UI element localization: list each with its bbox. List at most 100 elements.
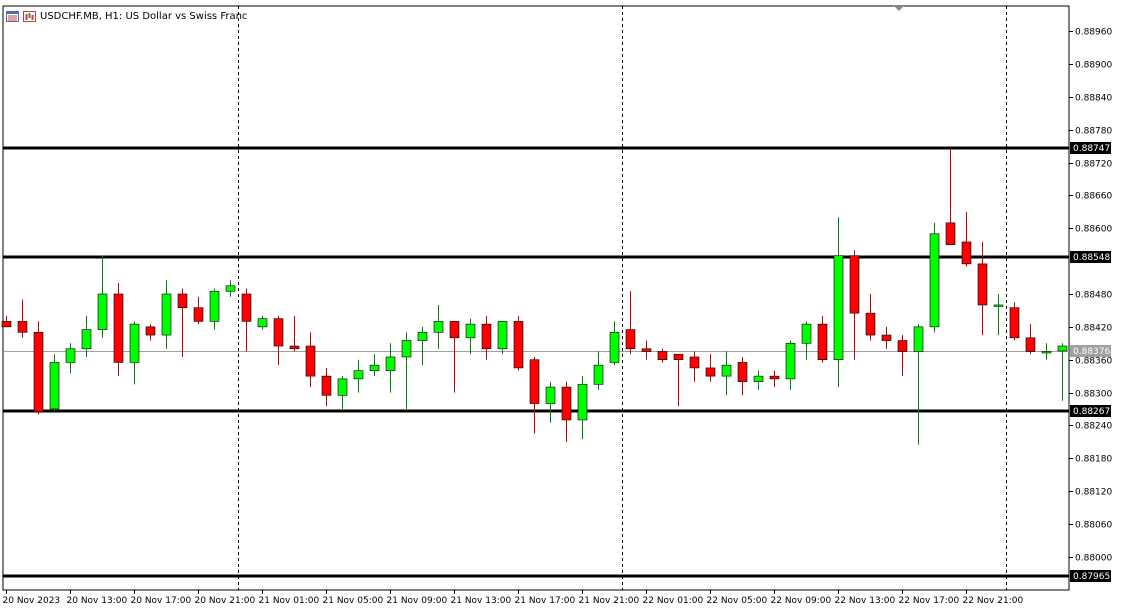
- y-tick-label: 0.88300: [1075, 390, 1112, 400]
- bull-candle: [913, 326, 924, 352]
- x-tick-label: 22 Nov 21:00: [963, 596, 1024, 606]
- bear-candle: [113, 293, 124, 363]
- x-tick-label: 22 Nov 17:00: [899, 596, 960, 606]
- bear-candle: [689, 356, 700, 369]
- bull-candle: [97, 293, 108, 330]
- bull-candle: [1057, 345, 1068, 352]
- x-tick-label: 22 Nov 09:00: [771, 596, 832, 606]
- y-tick-label: 0.88600: [1075, 225, 1112, 235]
- bear-candle: [769, 375, 780, 380]
- bull-candle: [401, 340, 412, 358]
- chart-type-icon[interactable]: [23, 11, 36, 22]
- bear-candle: [657, 351, 668, 361]
- bear-candle: [529, 359, 540, 404]
- bear-candle: [849, 255, 860, 314]
- bear-candle: [945, 222, 956, 246]
- level-price-label: 0.88267: [1073, 407, 1110, 417]
- bear-candle: [305, 345, 316, 377]
- y-tick-label: 0.88180: [1075, 455, 1112, 465]
- bull-candle: [129, 323, 140, 363]
- bear-candle: [881, 334, 892, 341]
- bull-candle: [801, 323, 812, 344]
- level-price-label-box: [1070, 251, 1111, 263]
- bull-candle: [609, 332, 620, 363]
- bear-candle: [193, 307, 204, 322]
- bull-candle: [785, 342, 796, 380]
- bear-candle: [961, 241, 972, 265]
- bear-candle: [897, 340, 908, 352]
- bull-candle: [833, 255, 844, 361]
- level-price-label-box: [1070, 405, 1111, 417]
- y-tick-label: 0.88480: [1075, 291, 1112, 301]
- bear-candle: [481, 323, 492, 350]
- bull-candle: [369, 364, 380, 371]
- bull-candle: [81, 329, 92, 350]
- y-tick-label: 0.88840: [1075, 94, 1112, 104]
- x-tick-label: 21 Nov 21:00: [579, 596, 640, 606]
- shift-marker-icon[interactable]: [894, 6, 904, 11]
- bear-candle: [177, 293, 188, 308]
- bull-candle: [385, 356, 396, 371]
- bear-candle: [1, 321, 12, 328]
- level-price-label-box: [1070, 570, 1111, 582]
- y-tick-label: 0.88000: [1075, 554, 1112, 564]
- x-tick-label: 21 Nov 13:00: [451, 596, 512, 606]
- level-price-label-box: [1070, 142, 1111, 154]
- bull-candle: [257, 318, 268, 328]
- bear-candle: [449, 321, 460, 339]
- x-tick-label: 20 Nov 13:00: [67, 596, 128, 606]
- bear-candle: [513, 321, 524, 369]
- x-tick-label: 21 Nov 17:00: [515, 596, 576, 606]
- level-price-label: 0.88548: [1073, 253, 1110, 263]
- bear-candle: [977, 263, 988, 306]
- plot-frame: [2, 5, 1070, 591]
- bear-candle: [321, 375, 332, 396]
- y-tick-label: 0.88060: [1075, 521, 1112, 531]
- bull-candle: [929, 233, 940, 328]
- chart-window-icon[interactable]: [6, 11, 19, 22]
- current-price-label: 0.88376: [1073, 347, 1110, 357]
- y-tick-label: 0.88660: [1075, 192, 1112, 202]
- chart-title-bar: USDCHF.MB, H1: US Dollar vs Swiss Franc: [6, 11, 247, 22]
- bull-candle: [433, 321, 444, 333]
- y-tick-label: 0.88420: [1075, 324, 1112, 334]
- x-tick-label: 21 Nov 05:00: [323, 596, 384, 606]
- bull-candle: [577, 384, 588, 421]
- bull-candle: [465, 323, 476, 339]
- y-tick-label: 0.88120: [1075, 488, 1112, 498]
- bear-candle: [737, 362, 748, 382]
- bull-candle: [1041, 351, 1052, 354]
- bull-candle: [161, 293, 172, 336]
- bull-candle: [417, 332, 428, 341]
- y-tick-label: 0.88240: [1075, 422, 1112, 432]
- chart-title: USDCHF.MB, H1: US Dollar vs Swiss Franc: [40, 11, 248, 22]
- bear-candle: [561, 386, 572, 421]
- bear-candle: [17, 321, 28, 333]
- bull-candle: [593, 364, 604, 385]
- bear-candle: [625, 329, 636, 350]
- x-tick-label: 20 Nov 17:00: [131, 596, 192, 606]
- bull-candle: [49, 362, 60, 410]
- bear-candle: [673, 353, 684, 361]
- bull-candle: [65, 348, 76, 363]
- bear-candle: [289, 345, 300, 350]
- bull-candle: [721, 364, 732, 377]
- bull-candle: [545, 386, 556, 404]
- x-tick-label: 22 Nov 05:00: [707, 596, 768, 606]
- level-price-label: 0.87965: [1073, 572, 1110, 582]
- y-tick-label: 0.88900: [1075, 61, 1112, 71]
- bull-candle: [337, 378, 348, 396]
- x-tick-label: 20 Nov 2023: [3, 596, 61, 606]
- bear-candle: [705, 367, 716, 377]
- y-tick-label: 0.88720: [1075, 160, 1112, 170]
- bear-candle: [817, 323, 828, 361]
- bear-candle: [641, 348, 652, 352]
- level-price-label: 0.88747: [1073, 144, 1110, 154]
- bear-candle: [241, 293, 252, 322]
- bear-candle: [273, 318, 284, 347]
- bear-candle: [865, 312, 876, 336]
- bear-candle: [1025, 337, 1036, 352]
- x-tick-label: 21 Nov 09:00: [387, 596, 448, 606]
